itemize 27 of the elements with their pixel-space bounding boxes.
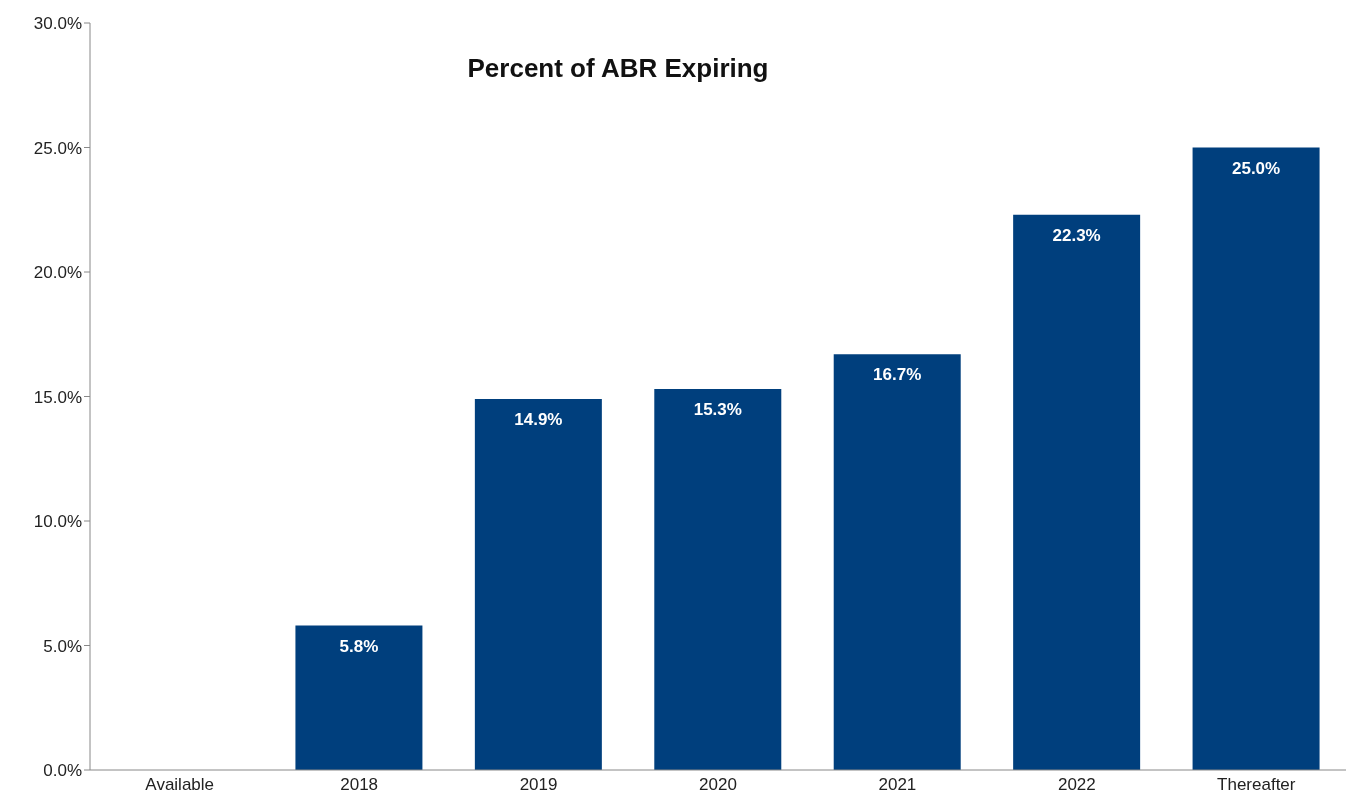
x-tick-label: 2021 (878, 775, 917, 795)
data-label: 16.7% (873, 365, 922, 385)
x-tick-label: 2019 (519, 775, 558, 795)
data-label: 25.0% (1231, 158, 1281, 178)
y-tick-label: 10.0% (33, 512, 82, 532)
y-tick-label: 15.0% (33, 387, 82, 407)
data-label: 22.3% (1052, 225, 1101, 245)
y-tick-label: 30.0% (33, 14, 82, 34)
y-tick-label: 25.0% (33, 138, 82, 158)
text: Percent of ABR Expiring (466, 53, 770, 84)
x-tick-label: 2022 (1057, 775, 1096, 795)
x-tick-label: 2020 (699, 775, 737, 795)
bar (295, 625, 423, 770)
y-tick-label: 5.0% (43, 636, 82, 656)
x-tick-label: Thereafter (1217, 775, 1296, 795)
y-tick-label: 20.0% (33, 263, 82, 283)
data-label: 15.3% (693, 400, 742, 420)
x-tick-label: Available (145, 775, 215, 795)
y-tick-label: 0.0% (43, 761, 82, 781)
bar (1192, 147, 1320, 770)
data-label: 14.9% (514, 410, 563, 430)
bar (1013, 214, 1141, 770)
bar (654, 389, 782, 770)
bar (474, 398, 602, 770)
bar (833, 354, 961, 770)
x-tick-label: 2018 (340, 775, 379, 795)
data-label: 5.8% (339, 636, 379, 656)
